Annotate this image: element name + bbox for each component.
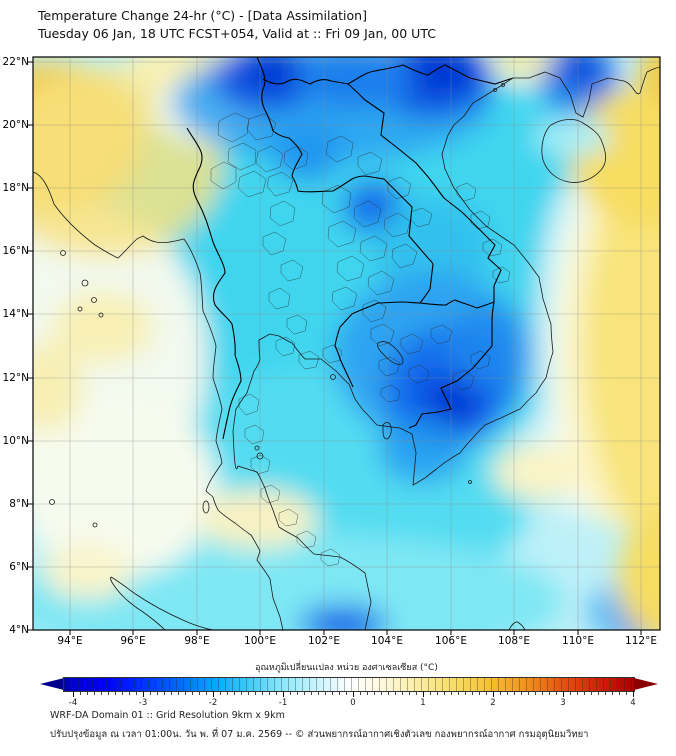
lon-tick-label: 108°E	[498, 635, 530, 647]
lat-tick-label: 14°N	[2, 308, 29, 320]
colorbar-tick-label: 1	[420, 698, 426, 708]
lon-tick-label: 112°E	[625, 635, 657, 647]
temperature-field-map	[28, 56, 661, 635]
colorbar-gradient	[63, 677, 635, 692]
lat-tick-label: 12°N	[2, 372, 29, 384]
colorbar-tick-label: -1	[278, 698, 288, 708]
coastlines	[32, 66, 661, 631]
lon-tick-label: 100°E	[244, 635, 276, 647]
colorbar-tick	[353, 691, 354, 697]
colorbar-tick-label: -4	[68, 698, 78, 708]
map-canvas	[28, 56, 661, 635]
colorbar-tick	[283, 691, 284, 697]
lat-tick-label: 20°N	[2, 119, 29, 131]
lon-tick-label: 96°E	[120, 635, 146, 647]
colorbar-right-arrow	[634, 678, 658, 690]
lat-tick-label: 18°N	[2, 182, 29, 194]
colorbar-left-arrow	[40, 678, 64, 690]
lon-tick-label: 94°E	[57, 635, 83, 647]
colorbar-title: อุณหภูมิเปลี่ยนแปลง หน่วย องศาเซลเซียส (…	[255, 663, 438, 673]
colorbar-tick-label: 3	[560, 698, 566, 708]
colorbar-tick-label: 2	[490, 698, 496, 708]
colorbar-tick-label: -3	[138, 698, 148, 708]
colorbar-tick	[73, 691, 74, 697]
footer-update-info: ปรับปรุงข้อมูล ณ เวลา 01:00น. วัน พ. ที่…	[50, 729, 589, 740]
graticule-grid	[33, 57, 660, 630]
lat-tick-label: 6°N	[9, 561, 29, 573]
colorbar-tick	[143, 691, 144, 697]
colorbar-tick	[423, 691, 424, 697]
colorbar-tick	[493, 691, 494, 697]
country-borders	[186, 56, 514, 440]
temperature-shading	[33, 57, 660, 630]
colorbar-tick-label: 0	[350, 698, 356, 708]
plot-frame	[28, 56, 661, 635]
lat-tick-label: 16°N	[2, 245, 29, 257]
colorbar: -4 -3 -2 -1 0 1 2 3 4	[33, 677, 673, 712]
lon-tick-label: 102°E	[308, 635, 340, 647]
lon-tick-label: 104°E	[371, 635, 403, 647]
colorbar-tick	[563, 691, 564, 697]
lat-tick-label: 4°N	[9, 624, 29, 636]
lon-tick-label: 98°E	[184, 635, 210, 647]
colorbar-tick-label: 4	[630, 698, 636, 708]
page-subtitle: Tuesday 06 Jan, 18 UTC FCST+054, Valid a…	[38, 26, 436, 41]
lat-tick-label: 22°N	[2, 56, 29, 68]
footer-domain-info: WRF-DA Domain 01 :: Grid Resolution 9km …	[50, 710, 285, 721]
lon-tick-label: 106°E	[435, 635, 467, 647]
page-title: Temperature Change 24-hr (°C) - [Data As…	[38, 8, 367, 23]
lat-tick-label: 10°N	[2, 435, 29, 447]
colorbar-tick	[213, 691, 214, 697]
province-boundaries	[210, 112, 511, 567]
colorbar-tick-label: -2	[208, 698, 218, 708]
lon-tick-label: 110°E	[562, 635, 594, 647]
colorbar-tick	[633, 691, 634, 697]
lat-tick-label: 8°N	[9, 498, 29, 510]
